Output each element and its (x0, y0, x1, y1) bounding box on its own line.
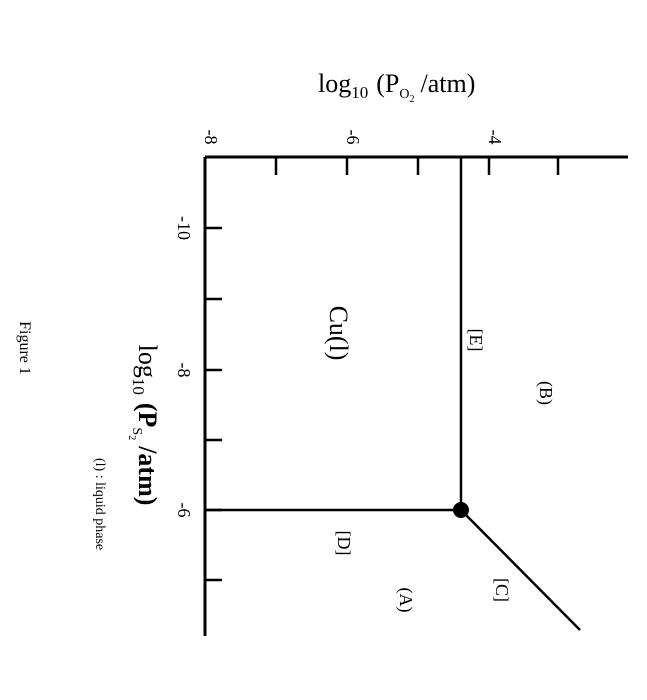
left-axis-ticks (205, 226, 222, 582)
boundary-d-label: [D] (334, 531, 354, 556)
top-tick-label: -4 (485, 130, 505, 145)
left-tick-label: -8 (174, 363, 194, 378)
left-tick-label: -10 (174, 216, 194, 240)
left-axis-title: log10(PS2/atm) (126, 345, 162, 506)
figure-caption: Figure 1 (16, 321, 33, 375)
region-cu-liquid-label: Cu(l) (324, 306, 353, 361)
top-axis-title: log10 (PO2/atm) (318, 69, 475, 105)
boundary-e-label: [E] (466, 329, 486, 352)
top-tick-label: -8 (201, 130, 221, 145)
region-a-label: (A) (395, 588, 416, 613)
triple-point-dot (453, 502, 469, 518)
liquid-phase-note: (l) : liquid phase (92, 458, 107, 550)
boundary-c-line (460, 509, 581, 631)
top-tick-label: -6 (343, 130, 363, 145)
top-axis-ticks (203, 157, 560, 175)
left-tick-label: -6 (174, 503, 194, 518)
region-b-label: (B) (535, 381, 556, 405)
boundary-c-label: [C] (492, 578, 512, 602)
